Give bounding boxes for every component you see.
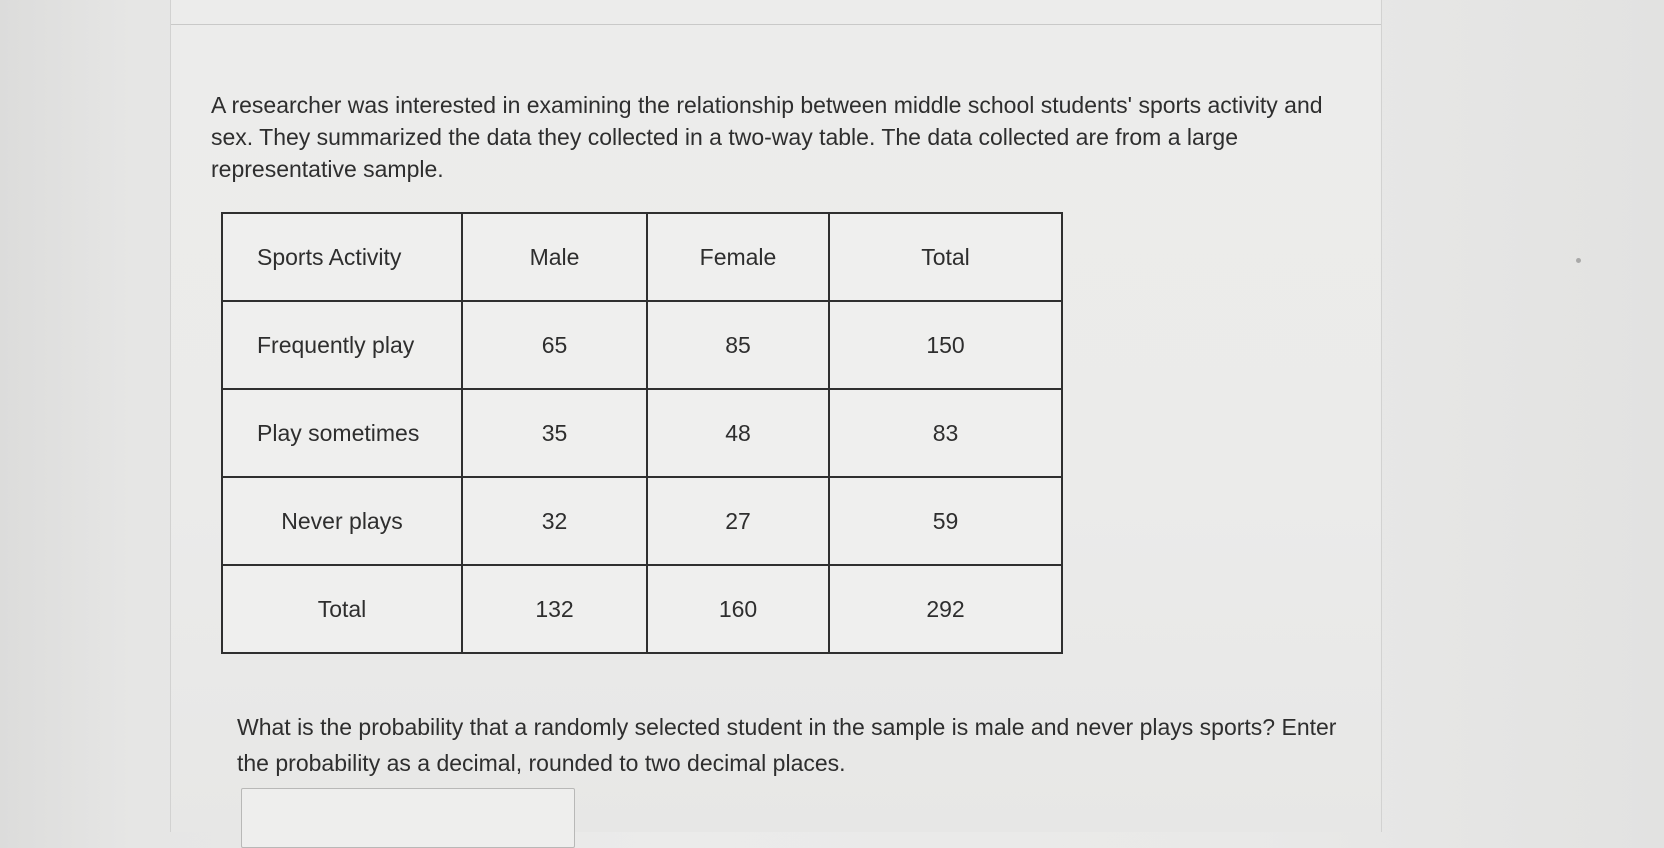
two-way-table: Sports Activity Male Female Total Freque… (221, 212, 1063, 654)
header-male: Male (461, 212, 648, 302)
header-female: Female (646, 212, 830, 302)
cell-female: 160 (646, 564, 830, 654)
question-card: A researcher was interested in examining… (170, 0, 1382, 848)
cell-male: 132 (461, 564, 648, 654)
question-text: What is the probability that a randomly … (237, 714, 1337, 776)
cell-total: 83 (828, 388, 1063, 478)
header-sports-activity: Sports Activity (221, 212, 463, 302)
cell-male: 35 (461, 388, 648, 478)
cell-male: 65 (461, 300, 648, 390)
decorative-dot (1576, 258, 1581, 263)
table-row: Play sometimes 35 48 83 (221, 388, 1063, 478)
row-label: Play sometimes (221, 388, 463, 478)
row-label: Frequently play (221, 300, 463, 390)
table-header-row: Sports Activity Male Female Total (221, 212, 1063, 302)
cell-total: 292 (828, 564, 1063, 654)
table-total-row: Total 132 160 292 (221, 564, 1063, 654)
table-row: Frequently play 65 85 150 (221, 300, 1063, 390)
problem-intro: A researcher was interested in examining… (211, 92, 1323, 182)
cell-female: 48 (646, 388, 830, 478)
cell-total: 150 (828, 300, 1063, 390)
card-divider (171, 24, 1381, 25)
cell-female: 27 (646, 476, 830, 566)
row-label: Never plays (221, 476, 463, 566)
answer-input[interactable] (241, 788, 575, 848)
cell-female: 85 (646, 300, 830, 390)
cell-male: 32 (461, 476, 648, 566)
cell-total: 59 (828, 476, 1063, 566)
header-total: Total (828, 212, 1063, 302)
table-row: Never plays 32 27 59 (221, 476, 1063, 566)
row-label: Total (221, 564, 463, 654)
